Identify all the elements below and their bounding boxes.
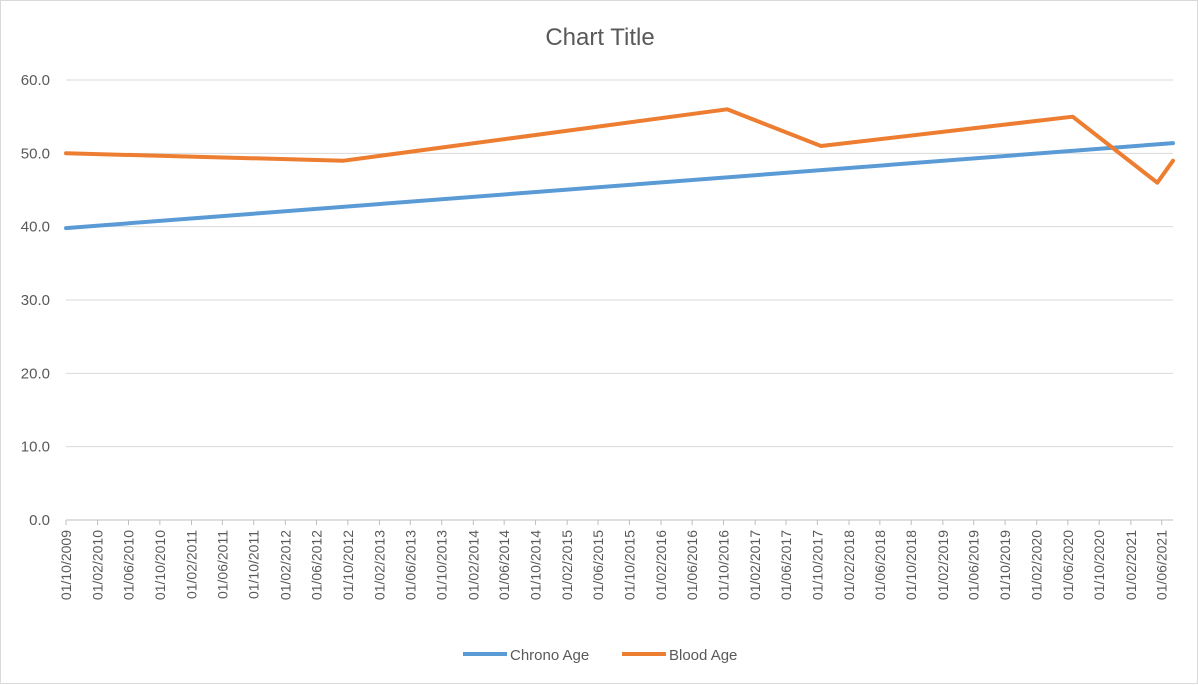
x-tick-label: 01/06/2021 (1154, 530, 1170, 600)
x-tick-label: 01/10/2015 (621, 530, 637, 600)
x-tick-label: 01/10/2014 (528, 530, 544, 600)
x-tick-label: 01/06/2016 (684, 530, 700, 600)
y-tick-label: 0.0 (29, 512, 50, 529)
legend: Chrono Age Blood Age (463, 647, 737, 664)
x-tick-label: 01/02/2019 (935, 530, 951, 600)
x-tick-label: 01/10/2018 (903, 530, 919, 600)
x-tick-label: 01/02/2013 (371, 530, 387, 600)
x-tick-label: 01/06/2019 (966, 530, 982, 600)
y-tick-label: 30.0 (21, 292, 50, 309)
x-tick-label: 01/06/2017 (778, 530, 794, 600)
x-tick-label: 01/02/2010 (90, 530, 106, 600)
x-tick-label: 01/10/2012 (340, 530, 356, 600)
y-tick-label: 20.0 (21, 365, 50, 382)
x-tick-label: 01/02/2020 (1029, 530, 1045, 600)
x-tick-label: 01/02/2011 (183, 530, 199, 599)
x-tick-label: 01/10/2009 (58, 530, 74, 600)
x-tick-label: 01/10/2013 (434, 530, 450, 600)
series-line-chrono-age (64, 141, 1175, 231)
x-tick-label: 01/02/2016 (653, 530, 669, 600)
chart-title: Chart Title (545, 24, 654, 51)
x-tick-label: 01/10/2019 (997, 530, 1013, 600)
x-tick-label: 01/02/2021 (1123, 530, 1139, 600)
series-lines (64, 107, 1175, 231)
x-tick-label: 01/06/2012 (308, 530, 324, 600)
x-tick-label: 01/02/2012 (277, 530, 293, 600)
x-tick-label: 01/06/2018 (872, 530, 888, 600)
x-tick-label: 01/06/2015 (590, 530, 606, 600)
y-tick-label: 60.0 (21, 72, 50, 89)
legend-label-chrono-age: Chrono Age (510, 647, 589, 664)
y-axis-ticks: 0.0 10.0 20.0 30.0 40.0 50.0 60.0 (21, 72, 50, 529)
x-tick-label: 01/06/2010 (120, 530, 136, 600)
x-tick-label: 01/10/2016 (716, 530, 732, 600)
x-tick-label: 01/06/2014 (496, 530, 512, 600)
x-tick-label: 01/06/2013 (402, 530, 418, 600)
x-tick-label: 01/10/2010 (152, 530, 168, 600)
y-tick-label: 10.0 (21, 439, 50, 456)
series-line-blood-age (64, 107, 1175, 185)
x-tick-label: 01/02/2018 (841, 530, 857, 600)
y-tick-label: 40.0 (21, 219, 50, 236)
y-tick-label: 50.0 (21, 145, 50, 162)
x-tick-label: 01/10/2020 (1091, 530, 1107, 600)
x-tick-label: 01/10/2011 (246, 530, 262, 599)
x-tick-label: 01/06/2011 (214, 530, 230, 599)
x-tick-label: 01/10/2017 (809, 530, 825, 600)
x-tick-label: 01/02/2014 (465, 530, 481, 600)
x-axis: 01/10/2009 01/02/2010 01/06/2010 01/10/2010… (58, 519, 1173, 600)
legend-label-blood-age: Blood Age (669, 647, 737, 664)
x-tick-label: 01/06/2020 (1060, 530, 1076, 600)
x-tick-label: 01/02/2015 (559, 530, 575, 600)
x-tick-label: 01/02/2017 (747, 530, 763, 600)
gridlines (66, 79, 1173, 448)
